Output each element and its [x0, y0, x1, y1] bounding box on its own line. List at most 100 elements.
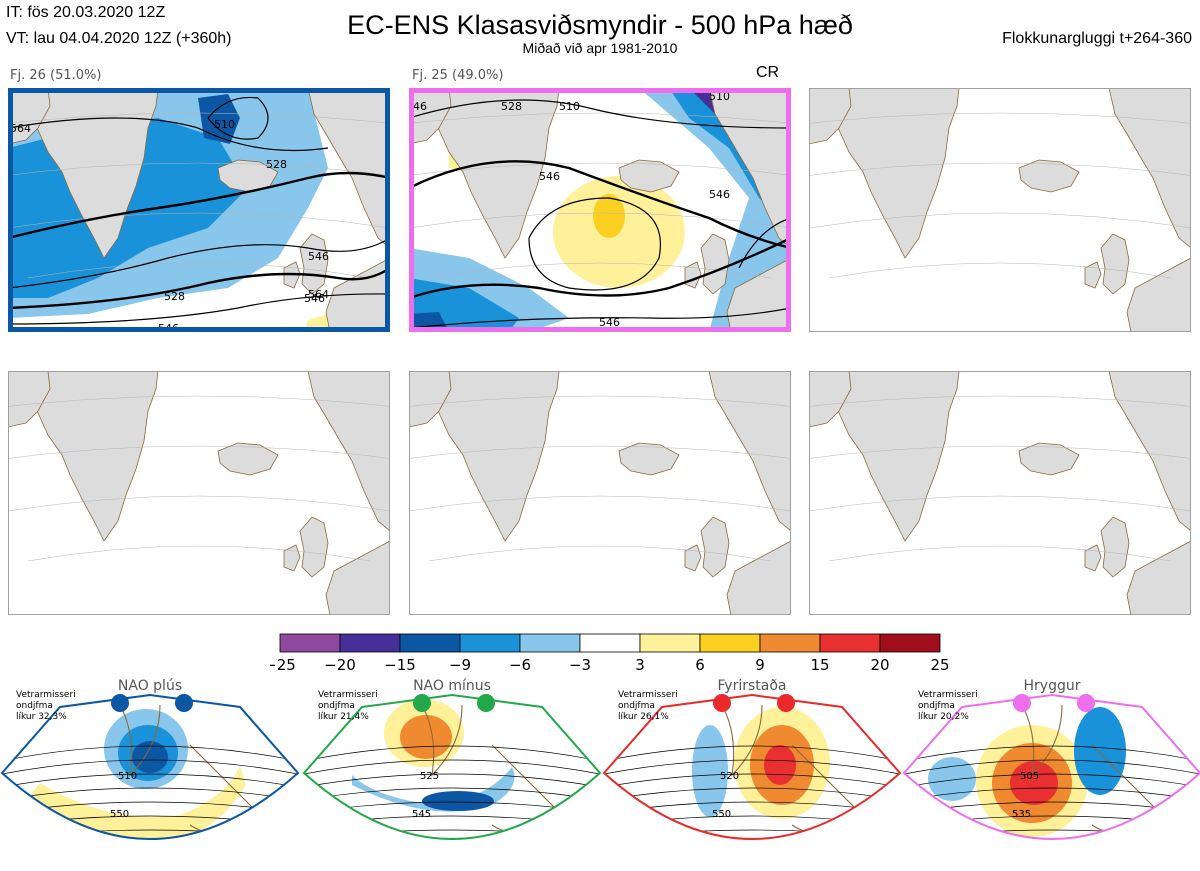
graticule-line [8, 112, 390, 124]
land-area [1126, 540, 1191, 615]
height-contour [8, 171, 390, 240]
panel-border [8, 371, 390, 615]
regime-fan-border [302, 693, 602, 840]
colorbar-segment [519, 633, 581, 653]
regime-dot [1077, 694, 1095, 712]
colorbar-segment [279, 633, 341, 653]
graticule-line [809, 212, 1191, 229]
regime-fan-border [0, 693, 300, 840]
regime-4: 505 535 560 Hryggur Vetrarmisseriondjfmalíku… [902, 678, 1200, 863]
colorbar-tick-label: 20 [870, 656, 889, 674]
colorbar-tick-label: 15 [810, 656, 829, 674]
colorbar-tick-label: −25 [270, 656, 296, 674]
regime-info: líkur 20,2% [918, 712, 969, 722]
contour-label: 550 [110, 809, 129, 820]
anomaly-area [1014, 851, 1046, 863]
graticule-line [27, 545, 371, 562]
regime-info: líkur 21,4% [318, 712, 369, 722]
graticule-line [409, 495, 791, 512]
regime-name: NAO mínus [413, 678, 491, 694]
height-contour [2, 773, 298, 788]
colorbar-tick-label: −20 [324, 656, 356, 674]
regime-info: ondjfma [318, 701, 355, 711]
land-area [809, 371, 852, 428]
contour-label: 546 [304, 292, 325, 305]
graticule-line [409, 112, 791, 124]
graticule-line [8, 495, 390, 512]
height-contour [904, 787, 1200, 801]
contour-label: 528 [501, 100, 522, 113]
land-area [428, 88, 560, 259]
graticule-line [428, 545, 772, 562]
land-area [409, 88, 452, 145]
graticule-line [809, 495, 1191, 512]
height-contour [904, 759, 1200, 775]
contour-label: 546 [539, 170, 560, 183]
coastline [421, 704, 463, 777]
contour-label: 510 [118, 771, 137, 782]
contour-label: 46 [413, 100, 427, 113]
regime-info: ondjfma [16, 701, 53, 711]
land-area [1018, 442, 1080, 476]
contour-label: 510 [559, 100, 580, 113]
height-contour [2, 858, 298, 865]
graticule-line [409, 212, 791, 229]
graticule-line [809, 112, 1191, 124]
chart-title: EC-ENS Klasasviðsmyndir - 500 hPa hæð [347, 10, 853, 40]
graticule-line [809, 395, 1191, 407]
contour-label: 550 [712, 809, 731, 820]
height-contour [528, 197, 661, 291]
height-contour [604, 858, 900, 865]
land-area [700, 516, 730, 578]
contour-label: 520 [720, 771, 739, 782]
land-area [217, 442, 279, 476]
height-contour [409, 160, 791, 250]
cluster-panel-1: 510 528 528 546 546 546 564 564 [8, 88, 390, 332]
contour-label: 560 [1032, 847, 1051, 858]
colorbar-tick-label: −6 [509, 656, 531, 674]
regime-info: líkur 26,1% [618, 712, 669, 722]
contour-label: 528 [164, 290, 185, 303]
land-area [1100, 516, 1130, 578]
graticule-line [8, 445, 390, 459]
regime-dot [413, 694, 431, 712]
land-area [684, 544, 702, 572]
height-contour [304, 844, 600, 852]
height-contour [2, 759, 298, 775]
height-contour [304, 787, 600, 801]
height-contour [904, 773, 1200, 788]
colorbar-segment [639, 633, 701, 653]
regime-name: Hryggur [1024, 678, 1081, 694]
land-area [1084, 544, 1102, 572]
height-contour [604, 773, 900, 788]
regime-3: 520 550 560 Fyrirstaða Vetrarmisseriondjfmal… [602, 678, 902, 865]
colorbar-segment [459, 633, 521, 653]
colorbar-segment [819, 633, 881, 653]
land-area [409, 371, 452, 428]
panel-border [809, 371, 1191, 615]
graticule-line [27, 262, 371, 279]
coastline [721, 704, 763, 777]
cluster-panel-6 [809, 371, 1191, 615]
anomaly-area [400, 715, 452, 759]
regime-info: Vetrarmisseri [16, 690, 76, 700]
graticule-line [8, 395, 390, 407]
contour-label: 528 [266, 158, 287, 171]
chart-subtitle: Miðað við apr 1981-2010 [522, 40, 678, 56]
panel-2-label: Fj. 25 (49.0%) [412, 68, 504, 83]
land-area [8, 88, 51, 145]
height-contour [304, 745, 600, 762]
anomaly-area [764, 745, 796, 785]
height-contour [604, 844, 900, 852]
regime-dot [713, 694, 731, 712]
height-contour [409, 236, 791, 300]
land-area [283, 544, 301, 572]
regime-dot [111, 694, 129, 712]
height-contour [904, 844, 1200, 852]
regime-dot [777, 694, 795, 712]
regime-fan-border [602, 693, 902, 840]
contour-label: 546 [308, 250, 329, 263]
height-contour [304, 759, 600, 775]
graticule-line [8, 162, 390, 176]
height-contour [2, 787, 298, 801]
